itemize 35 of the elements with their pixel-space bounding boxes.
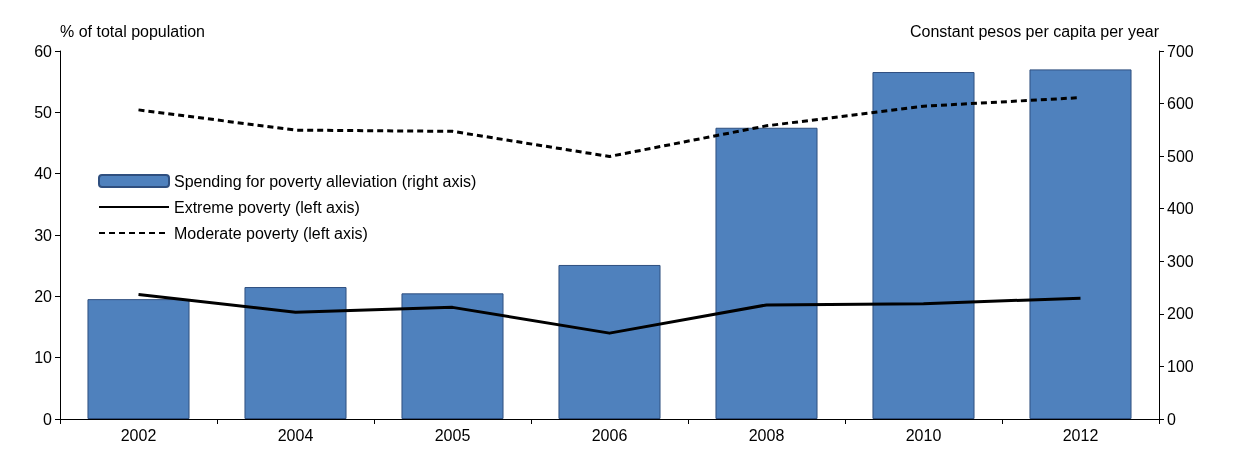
y-tick-label: 40 bbox=[34, 165, 53, 183]
y2-tick-label: 400 bbox=[1167, 200, 1194, 218]
legend-label: Extreme poverty (left axis) bbox=[174, 198, 360, 216]
bar bbox=[401, 293, 504, 419]
y2-axis-title: Constant pesos per capita per year bbox=[909, 22, 1160, 40]
y2-tick-label: 500 bbox=[1167, 147, 1194, 165]
bar bbox=[558, 264, 661, 419]
x-tick-label: 2004 bbox=[277, 426, 314, 444]
y-tick-label: 50 bbox=[34, 103, 53, 121]
legend-label: Spending for poverty alleviation (right axis) bbox=[174, 172, 477, 190]
bar bbox=[87, 299, 190, 419]
y2-tick-label: 100 bbox=[1167, 357, 1194, 375]
x-tick-label: 2002 bbox=[120, 426, 157, 444]
y2-tick-label: 700 bbox=[1167, 42, 1194, 60]
x-tick-label: 2005 bbox=[434, 426, 471, 444]
x-tick-label: 2006 bbox=[591, 426, 628, 444]
bar bbox=[872, 72, 975, 419]
y-tick-label: 10 bbox=[34, 349, 53, 367]
y-axis-title: % of total population bbox=[60, 22, 205, 40]
y-tick-label: 30 bbox=[34, 226, 53, 244]
y-tick-label: 60 bbox=[34, 42, 53, 60]
x-tick-label: 2008 bbox=[748, 426, 785, 444]
y2-tick-label: 200 bbox=[1167, 305, 1194, 323]
legend-label: Moderate poverty (left axis) bbox=[174, 224, 368, 242]
bar bbox=[715, 127, 818, 419]
y2-tick-label: 300 bbox=[1167, 252, 1194, 270]
y-tick-label: 0 bbox=[43, 410, 53, 428]
x-tick-label: 2012 bbox=[1062, 426, 1099, 444]
y2-tick-label: 600 bbox=[1167, 95, 1194, 113]
y-tick-label: 20 bbox=[34, 287, 53, 305]
bar bbox=[1029, 69, 1132, 419]
line-series bbox=[137, 292, 1082, 335]
x-tick-label: 2010 bbox=[905, 426, 942, 444]
bar bbox=[244, 287, 347, 419]
y2-tick-label: 0 bbox=[1167, 410, 1176, 428]
